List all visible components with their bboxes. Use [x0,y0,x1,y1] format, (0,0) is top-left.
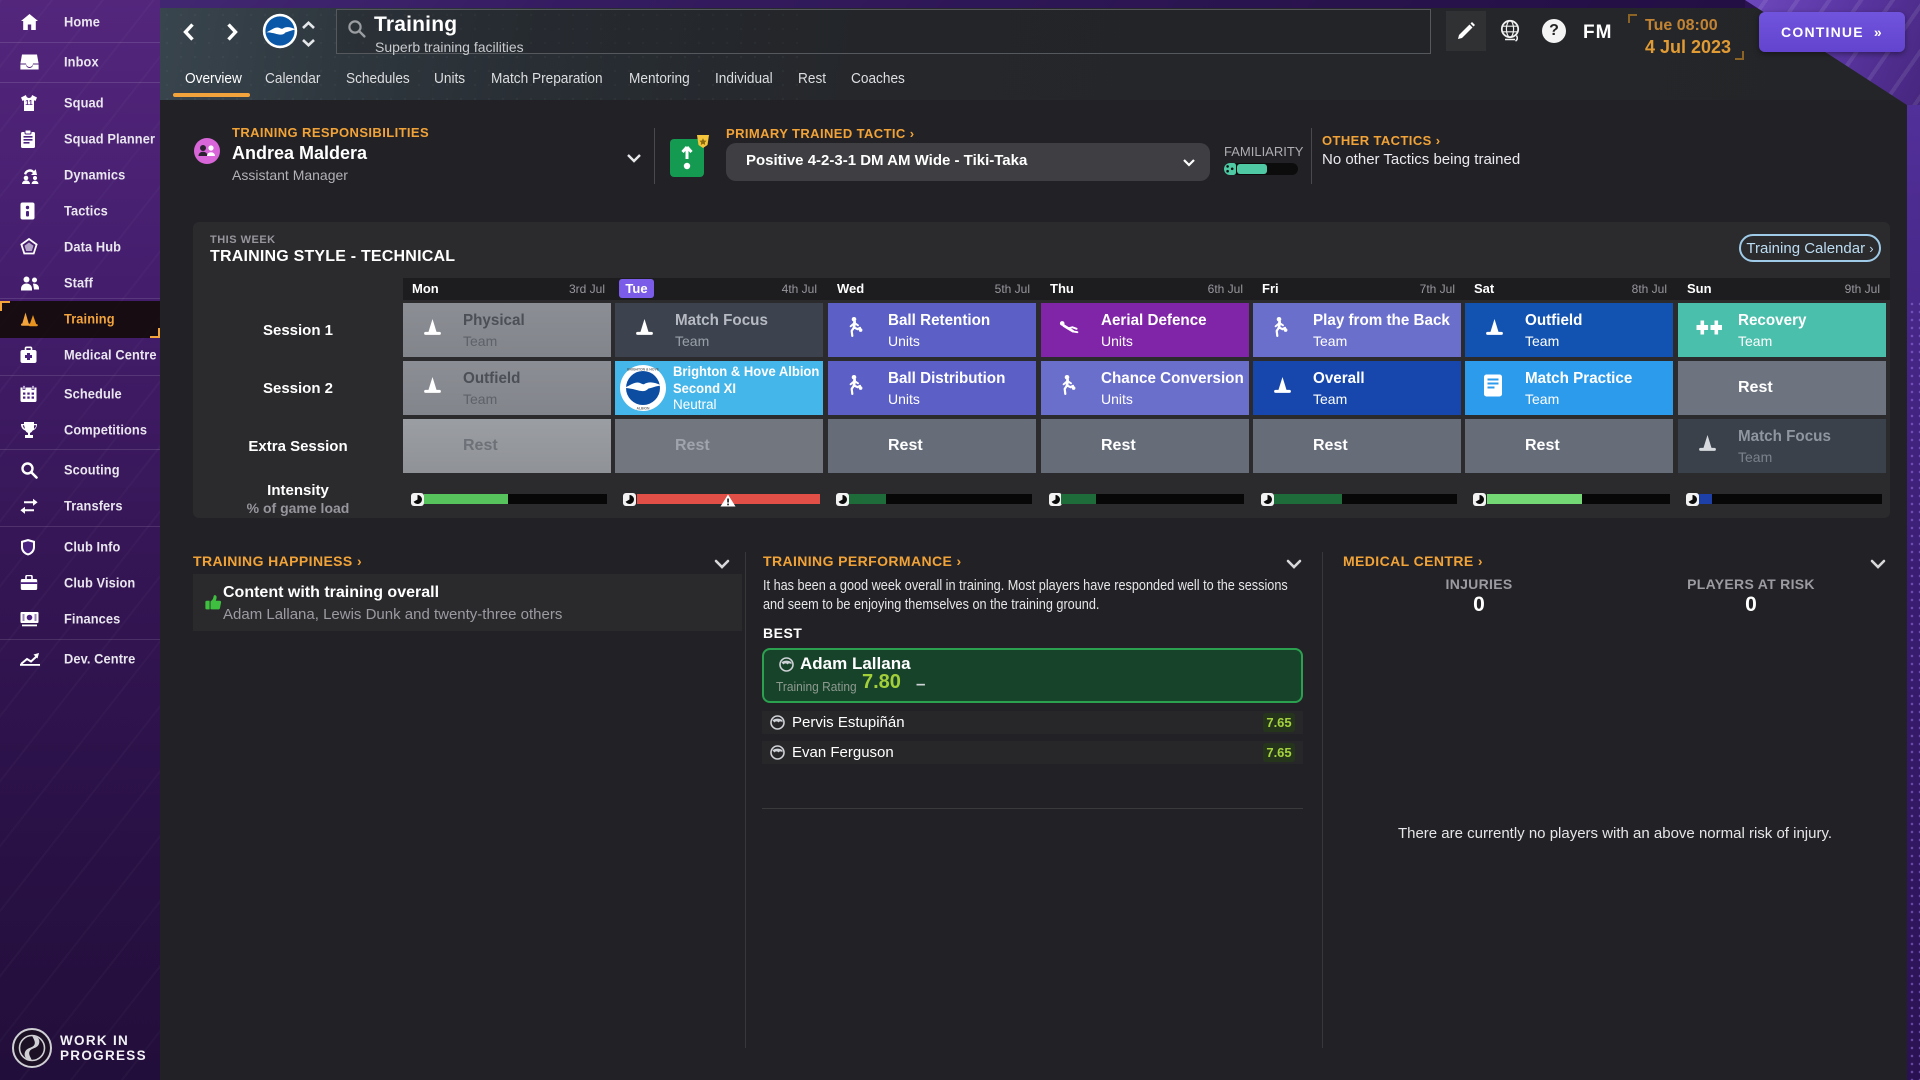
svg-text:ALBION: ALBION [637,406,651,410]
svg-text:11: 11 [25,100,33,107]
svg-text:BRIGHTON & HOVE: BRIGHTON & HOVE [627,368,660,372]
